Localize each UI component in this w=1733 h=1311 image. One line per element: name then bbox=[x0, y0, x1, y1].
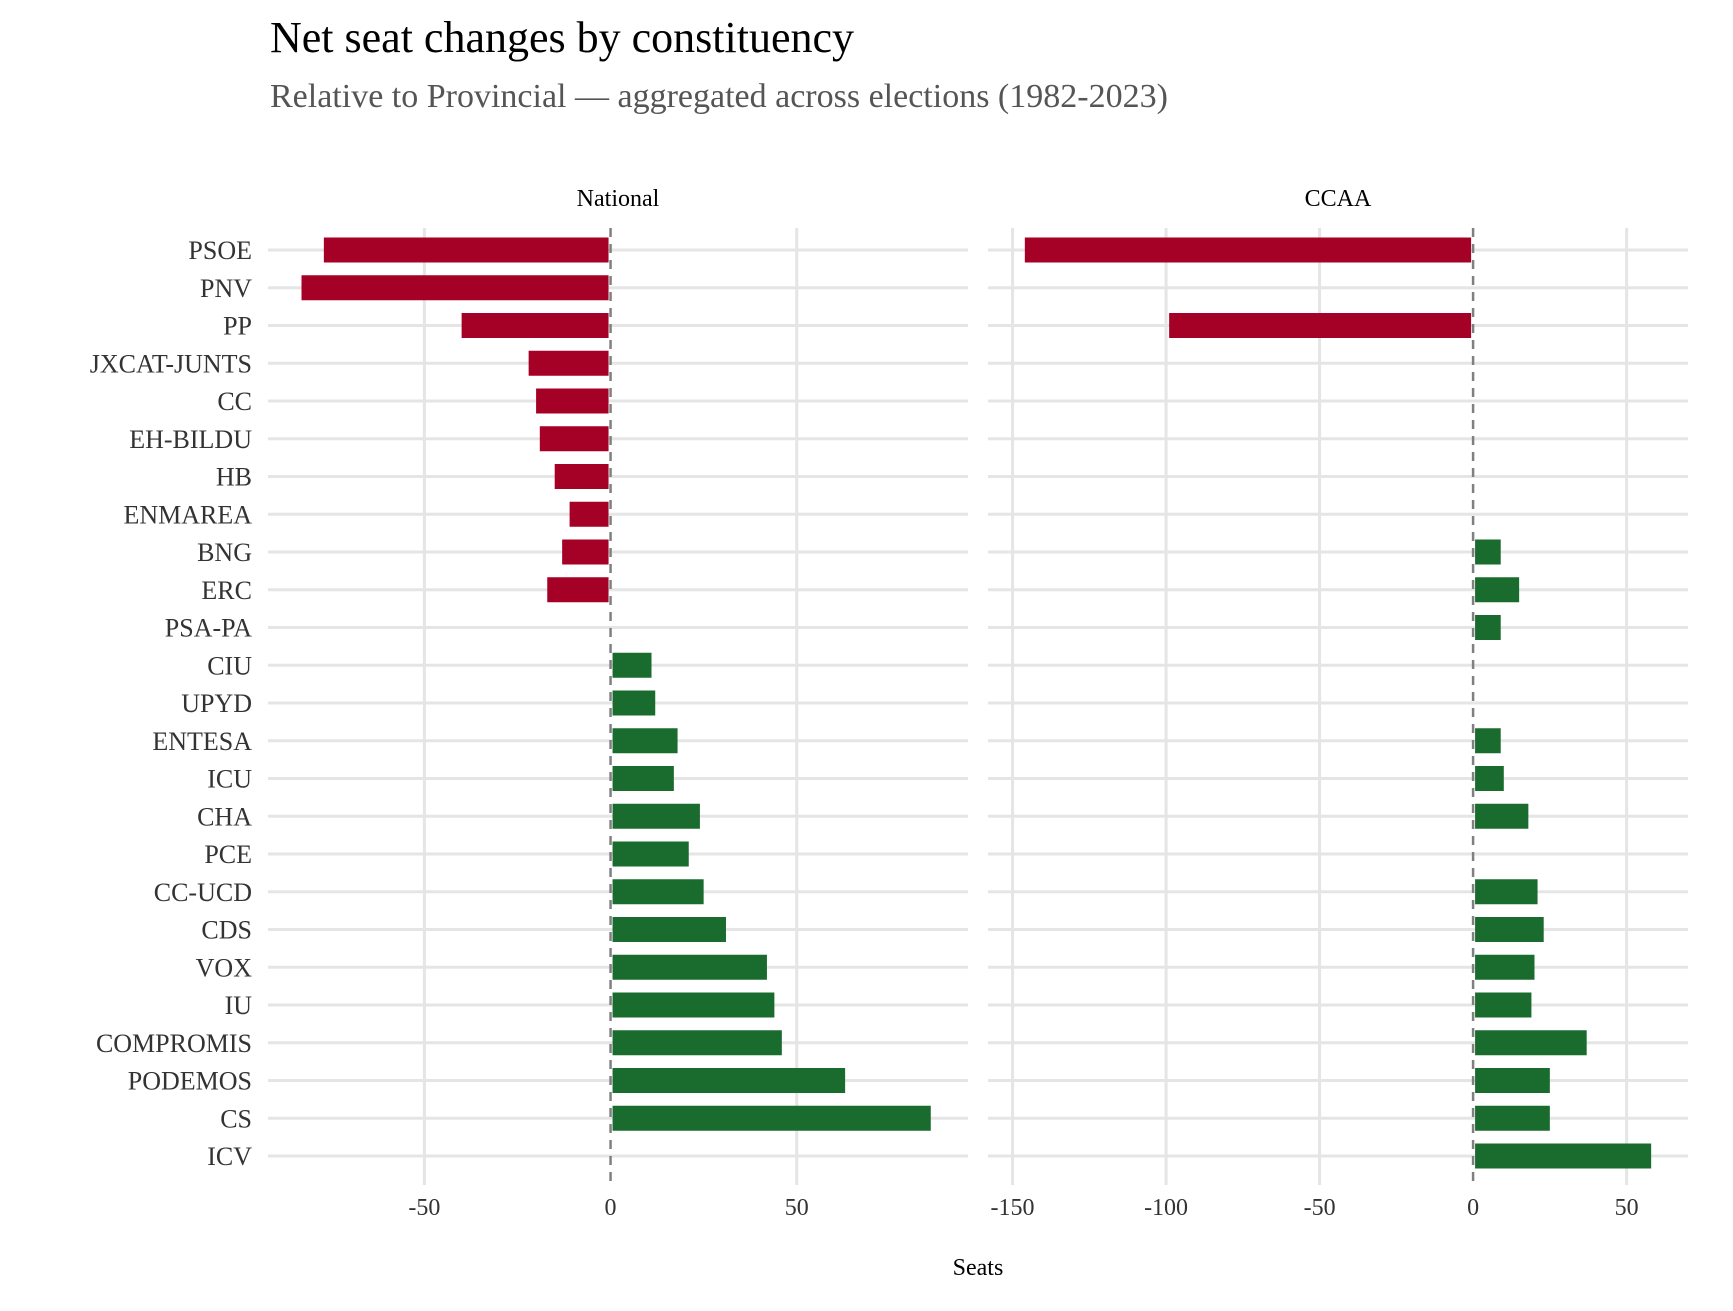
y-tick-label: PP bbox=[223, 312, 252, 341]
y-tick-label: CHA bbox=[197, 802, 252, 831]
y-tick-label: ERC bbox=[201, 576, 252, 605]
x-tick-label: 0 bbox=[1467, 1195, 1479, 1221]
category-labels: PSOE PNV PP JXCAT-JUNTS CC EH-BILDU HB ENMAREA B… bbox=[90, 236, 253, 1171]
bar-pp bbox=[461, 313, 609, 338]
bar-cs bbox=[612, 1105, 931, 1131]
y-tick-label: EH-BILDU bbox=[129, 425, 252, 454]
bar-cha bbox=[1475, 803, 1529, 829]
bar-psa-pa bbox=[1475, 615, 1501, 640]
bar-psoe bbox=[1024, 237, 1472, 263]
bar-podemos bbox=[1475, 1068, 1550, 1093]
bar-enmarea bbox=[569, 501, 609, 527]
panel-ccaa: -150 -100 -50 0 50 CCAA bbox=[988, 186, 1688, 1221]
x-tick-label: -100 bbox=[1144, 1195, 1188, 1221]
bar-upyd bbox=[612, 690, 656, 716]
y-tick-label: ENTESA bbox=[152, 727, 252, 756]
y-tick-label: VOX bbox=[196, 953, 253, 982]
bar-entesa bbox=[612, 728, 678, 754]
bar-cc-ucd bbox=[1475, 879, 1538, 905]
y-tick-label: ENMAREA bbox=[123, 500, 252, 529]
bar-pce bbox=[612, 841, 689, 867]
y-tick-label: CC-UCD bbox=[154, 878, 252, 907]
bar-erc bbox=[1475, 577, 1520, 603]
x-tick-label: 0 bbox=[605, 1195, 617, 1221]
y-tick-label: PSOE bbox=[188, 236, 252, 265]
y-tick-label: PODEMOS bbox=[128, 1067, 252, 1096]
x-tick-label: 50 bbox=[1615, 1195, 1639, 1221]
bar-erc bbox=[547, 577, 609, 603]
bar-iu bbox=[1475, 992, 1532, 1018]
facet-label-ccaa: CCAA bbox=[1305, 186, 1372, 212]
bar-ciu bbox=[612, 652, 652, 678]
bar-cc-ucd bbox=[612, 879, 704, 905]
bar-icv bbox=[1475, 1143, 1652, 1169]
bar-vox bbox=[1475, 954, 1535, 980]
y-tick-label: ICV bbox=[207, 1142, 252, 1171]
panel-national: -50 0 50 National bbox=[268, 186, 968, 1221]
y-tick-label: ICU bbox=[207, 765, 252, 794]
y-tick-label: PNV bbox=[200, 274, 252, 303]
x-tick-label: -50 bbox=[408, 1195, 440, 1221]
y-tick-label: CDS bbox=[201, 916, 252, 945]
bar-psoe bbox=[323, 237, 609, 263]
bar-compromis bbox=[1475, 1030, 1587, 1056]
bar-compromis bbox=[612, 1030, 782, 1056]
bar-hb bbox=[554, 464, 609, 489]
bar-pp bbox=[1169, 313, 1472, 338]
bar-pnv bbox=[301, 275, 609, 301]
y-tick-label: PSA-PA bbox=[165, 614, 252, 643]
y-tick-label: CC bbox=[217, 387, 252, 416]
y-tick-label: CS bbox=[220, 1104, 252, 1133]
y-tick-label: HB bbox=[216, 463, 252, 492]
y-tick-label: CIU bbox=[207, 651, 252, 680]
bar-cs bbox=[1475, 1105, 1550, 1131]
chart-subtitle: Relative to Provincial — aggregated acro… bbox=[270, 78, 1168, 115]
x-axis-label: Seats bbox=[953, 1255, 1004, 1281]
x-tick-label: -150 bbox=[991, 1195, 1035, 1221]
chart-title: Net seat changes by constituency bbox=[270, 13, 855, 62]
facet-label-national: National bbox=[577, 186, 660, 212]
y-tick-label: PCE bbox=[204, 840, 252, 869]
bar-icu bbox=[612, 766, 674, 791]
bar-cds bbox=[612, 917, 726, 942]
x-tick-label: -50 bbox=[1304, 1195, 1336, 1221]
y-tick-label: IU bbox=[225, 991, 253, 1020]
bar-eh-bildu bbox=[539, 426, 609, 452]
bar-cha bbox=[612, 803, 700, 829]
y-tick-label: COMPROMIS bbox=[96, 1029, 252, 1058]
bar-bng bbox=[562, 539, 609, 565]
bar-entesa bbox=[1475, 728, 1501, 754]
bar-cds bbox=[1475, 917, 1544, 942]
y-tick-label: JXCAT-JUNTS bbox=[90, 349, 252, 378]
bar-icu bbox=[1475, 766, 1504, 791]
y-tick-label: BNG bbox=[197, 538, 252, 567]
bar-iu bbox=[612, 992, 775, 1018]
bar-cc bbox=[536, 388, 609, 414]
bar-vox bbox=[612, 954, 767, 980]
bar-bng bbox=[1475, 539, 1501, 565]
y-tick-label: UPYD bbox=[181, 689, 252, 718]
bar-podemos bbox=[612, 1068, 846, 1093]
bar-jxcat-junts bbox=[528, 350, 609, 376]
x-tick-label: 50 bbox=[785, 1195, 809, 1221]
